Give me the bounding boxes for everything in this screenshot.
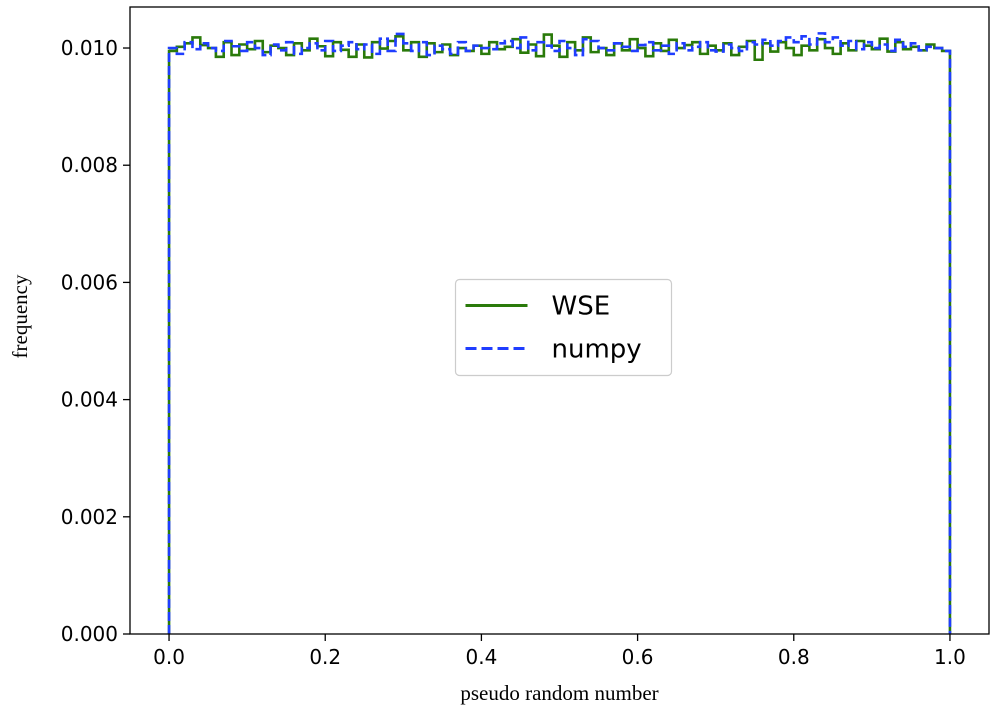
plot-frame (129, 6, 990, 635)
x-tick-label: 0.2 (309, 645, 341, 669)
y-tick-label: 0.002 (61, 505, 118, 529)
x-tick-label: 0.6 (622, 645, 654, 669)
x-tick-label: 1.0 (934, 645, 966, 669)
x-axis-label: pseudo random number (460, 681, 658, 705)
y-tick-label: 0.004 (61, 388, 118, 412)
y-tick-label: 0.010 (61, 36, 118, 60)
y-axis-ticks: 0.000 0.002 0.004 0.006 0.008 0.010 (61, 36, 130, 646)
y-tick-label: 0.006 (61, 270, 118, 294)
series-layer (167, 32, 952, 634)
legend-box (454, 278, 673, 377)
legend-label-wse: WSE (552, 292, 611, 322)
series-step-numpy (167, 32, 952, 634)
y-axis-label: frequency (8, 274, 32, 358)
legend-label-numpy: numpy (552, 335, 642, 365)
y-tick-label: 0.000 (61, 622, 118, 646)
y-tick-label: 0.008 (61, 153, 118, 177)
x-tick-label: 0.0 (153, 645, 185, 669)
x-axis-ticks: 0.0 0.2 0.4 0.6 0.8 1.0 (153, 634, 966, 669)
x-tick-label: 0.4 (466, 645, 498, 669)
x-tick-label: 0.8 (778, 645, 810, 669)
legend: WSE numpy (454, 278, 673, 377)
